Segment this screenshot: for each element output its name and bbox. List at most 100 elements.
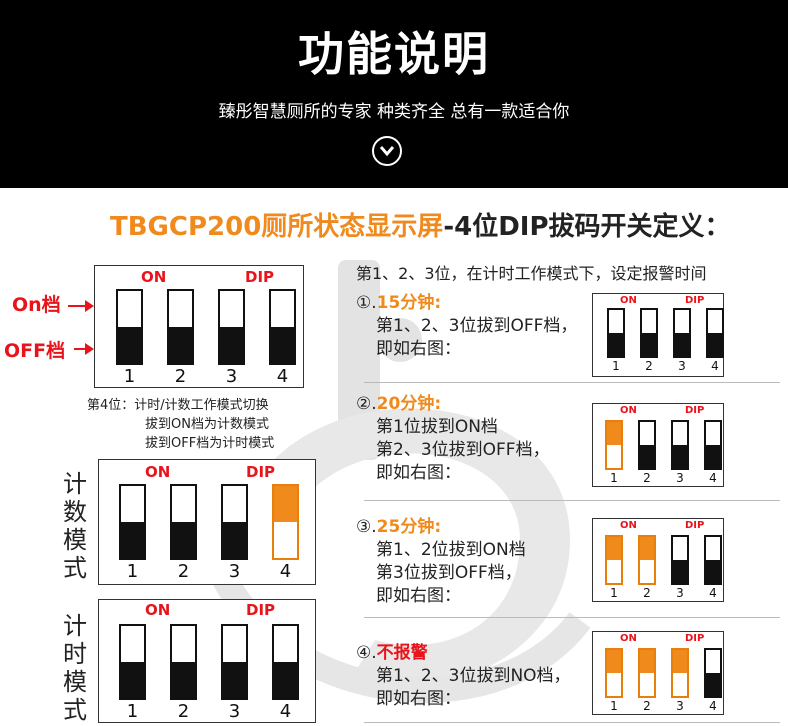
dip-switch-2 <box>167 289 194 365</box>
divider <box>364 617 780 618</box>
count-mode-char: 模 <box>63 526 87 554</box>
dip-on-label: ON <box>620 295 637 306</box>
section-title-product: TBGCP200厕所状态显示屏 <box>110 212 444 242</box>
count-mode-char: 计 <box>63 470 87 498</box>
divider <box>364 722 780 723</box>
dip-switch-1 <box>605 648 623 698</box>
item-line: 即如右图： <box>376 689 461 709</box>
dip-switch-number: 1 <box>610 699 618 713</box>
dip-switch-number: 1 <box>610 471 618 485</box>
dip-switch-lever <box>640 650 654 673</box>
item-line: 第1、2位拔到ON档 <box>376 540 526 560</box>
item-line: 第1、2、3位拔到OFF档， <box>376 316 578 336</box>
dip-switch-1 <box>605 535 623 585</box>
dip-switch-lever <box>640 537 654 560</box>
dip-switch-number: 1 <box>126 701 139 722</box>
item-number: ①. <box>356 293 377 313</box>
alarm-item-3-diagram: ON DIP 1 2 3 4 <box>592 518 724 602</box>
dip-switch-4 <box>272 484 299 560</box>
dip-switch-lever <box>642 333 656 356</box>
dip-switch-2 <box>170 484 197 560</box>
dip-on-label: ON <box>620 520 637 531</box>
dip-switch-lever <box>640 445 654 468</box>
dip-switch-lever <box>118 327 141 363</box>
on-position-label: On档 <box>12 294 61 316</box>
section-title: TBGCP200厕所状态显示屏-4位DIP拔码开关定义： <box>110 206 731 243</box>
dip-switch-lever <box>220 327 243 363</box>
mode-note-line: 第4位：计时/计数工作模式切换 <box>87 398 269 413</box>
dip-switch-number: 3 <box>225 366 238 387</box>
dip-switch-number: 1 <box>612 359 620 373</box>
on-arrow-icon <box>68 300 94 312</box>
item-line: 第1位拔到ON档 <box>376 417 498 437</box>
dip-switch-lever <box>223 662 246 698</box>
dip-dip-label: DIP <box>685 520 705 531</box>
dip-switch-2 <box>640 308 658 358</box>
dip-switch-lever <box>675 333 689 356</box>
dip-switch-3 <box>218 289 245 365</box>
dip-switch-lever <box>607 650 621 673</box>
item-number: ③. <box>356 517 377 537</box>
dip-dip-label: DIP <box>685 405 705 416</box>
alarm-intro: 第1、2、3位，在计时工作模式下，设定报警时间 <box>356 264 707 283</box>
dip-switch-4 <box>272 624 299 700</box>
dip-switch-number: 2 <box>177 701 190 722</box>
dip-switch-4 <box>704 420 722 470</box>
item-title: 25分钟: <box>376 517 442 537</box>
dip-switch-lever <box>706 673 720 696</box>
dip-switch-2 <box>638 535 656 585</box>
dip-switch-1 <box>119 484 146 560</box>
count-mode-char: 式 <box>63 554 87 582</box>
timer-mode-diagram: ON DIP 1 2 3 4 <box>98 599 316 723</box>
mode-note-line: 拔到ON档为计数模式 <box>145 417 269 432</box>
dip-switch-lever <box>274 486 297 522</box>
dip-on-label: ON <box>620 633 637 644</box>
item-line: 即如右图： <box>376 463 461 483</box>
dip-switch-lever <box>706 445 720 468</box>
dip-switch-3 <box>671 648 689 698</box>
item-line: 第1、2、3位拔到NO档， <box>376 666 571 686</box>
dip-switch-1 <box>119 624 146 700</box>
dip-switch-4 <box>704 648 722 698</box>
dip-switch-number: 2 <box>643 699 651 713</box>
divider <box>364 382 780 383</box>
dip-switch-lever <box>223 522 246 558</box>
dip-switch-3 <box>671 420 689 470</box>
dip-switch-2 <box>170 624 197 700</box>
mode-note: 第4位：计时/计数工作模式切换 拔到ON档为计数模式 拔到OFF档为计时模式 <box>87 396 274 453</box>
dip-switch-number: 4 <box>709 471 717 485</box>
timer-mode-label: 计 时 模 式 <box>62 612 88 724</box>
dip-switch-2 <box>638 420 656 470</box>
dip-dip-label: DIP <box>246 463 276 481</box>
dip-switch-lever <box>706 560 720 583</box>
alarm-item-4-diagram: ON DIP 1 2 3 4 <box>592 631 724 715</box>
item-number: ②. <box>356 394 377 414</box>
item-line: 第3位拔到OFF档， <box>376 563 522 583</box>
item-title: 20分钟: <box>376 394 442 414</box>
dip-switch-lever <box>673 650 687 673</box>
off-arrow-icon <box>74 343 94 355</box>
dip-switch-number: 2 <box>643 586 651 600</box>
timer-mode-char: 模 <box>63 668 87 696</box>
dip-switch-lever <box>121 662 144 698</box>
dip-switch-lever <box>609 333 623 356</box>
dip-switch-number: 4 <box>709 586 717 600</box>
dip-switch-3 <box>221 624 248 700</box>
dip-switch-number: 3 <box>228 701 241 722</box>
count-mode-char: 数 <box>63 498 87 526</box>
dip-switch-number: 2 <box>645 359 653 373</box>
dip-switch-number: 3 <box>676 471 684 485</box>
dip-switch-lever <box>708 333 722 356</box>
dip-switch-number: 1 <box>126 561 139 582</box>
dip-switch-number: 1 <box>123 366 136 387</box>
alarm-item-3: ③.25分钟: 第1、2位拔到ON档 第3位拔到OFF档， 即如右图： <box>356 516 526 608</box>
dip-switch-number: 4 <box>709 699 717 713</box>
item-title: 15分钟: <box>376 293 442 313</box>
dip-switch-lever <box>607 537 621 560</box>
item-line: 第2、3位拔到OFF档， <box>376 440 550 460</box>
dip-on-label: ON <box>141 268 167 286</box>
off-position-label: OFF档 <box>4 340 66 362</box>
alarm-item-1: ①.15分钟: 第1、2、3位拔到OFF档， 即如右图： <box>356 292 577 361</box>
chevron-down-icon[interactable] <box>372 136 402 166</box>
dip-switch-3 <box>221 484 248 560</box>
